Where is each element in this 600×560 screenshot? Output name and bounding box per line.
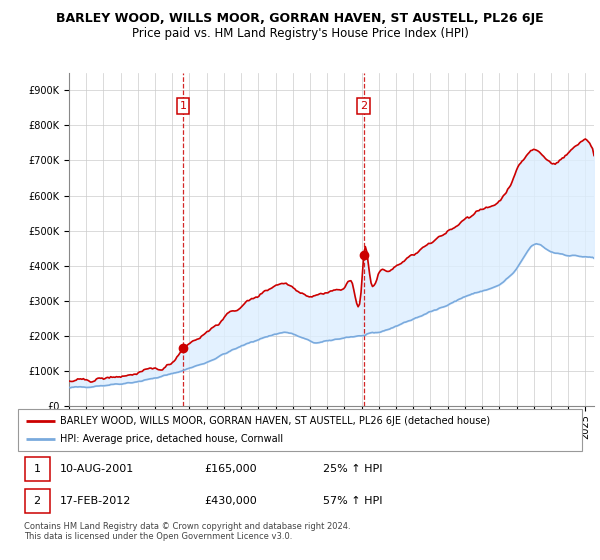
Text: 2: 2 — [34, 496, 41, 506]
Text: HPI: Average price, detached house, Cornwall: HPI: Average price, detached house, Corn… — [60, 434, 283, 444]
Bar — [25, 457, 50, 481]
Text: 57% ↑ HPI: 57% ↑ HPI — [323, 496, 382, 506]
Text: £165,000: £165,000 — [204, 464, 257, 474]
Text: Price paid vs. HM Land Registry's House Price Index (HPI): Price paid vs. HM Land Registry's House … — [131, 27, 469, 40]
Text: BARLEY WOOD, WILLS MOOR, GORRAN HAVEN, ST AUSTELL, PL26 6JE: BARLEY WOOD, WILLS MOOR, GORRAN HAVEN, S… — [56, 12, 544, 25]
Text: 1: 1 — [179, 101, 187, 111]
Text: 17-FEB-2012: 17-FEB-2012 — [60, 496, 131, 506]
Text: 2: 2 — [360, 101, 367, 111]
Text: 10-AUG-2001: 10-AUG-2001 — [60, 464, 134, 474]
Bar — [25, 489, 50, 514]
Text: Contains HM Land Registry data © Crown copyright and database right 2024.
This d: Contains HM Land Registry data © Crown c… — [24, 522, 350, 542]
Text: £430,000: £430,000 — [204, 496, 257, 506]
Text: BARLEY WOOD, WILLS MOOR, GORRAN HAVEN, ST AUSTELL, PL26 6JE (detached house): BARLEY WOOD, WILLS MOOR, GORRAN HAVEN, S… — [60, 416, 490, 426]
Text: 1: 1 — [34, 464, 41, 474]
Text: 25% ↑ HPI: 25% ↑ HPI — [323, 464, 382, 474]
